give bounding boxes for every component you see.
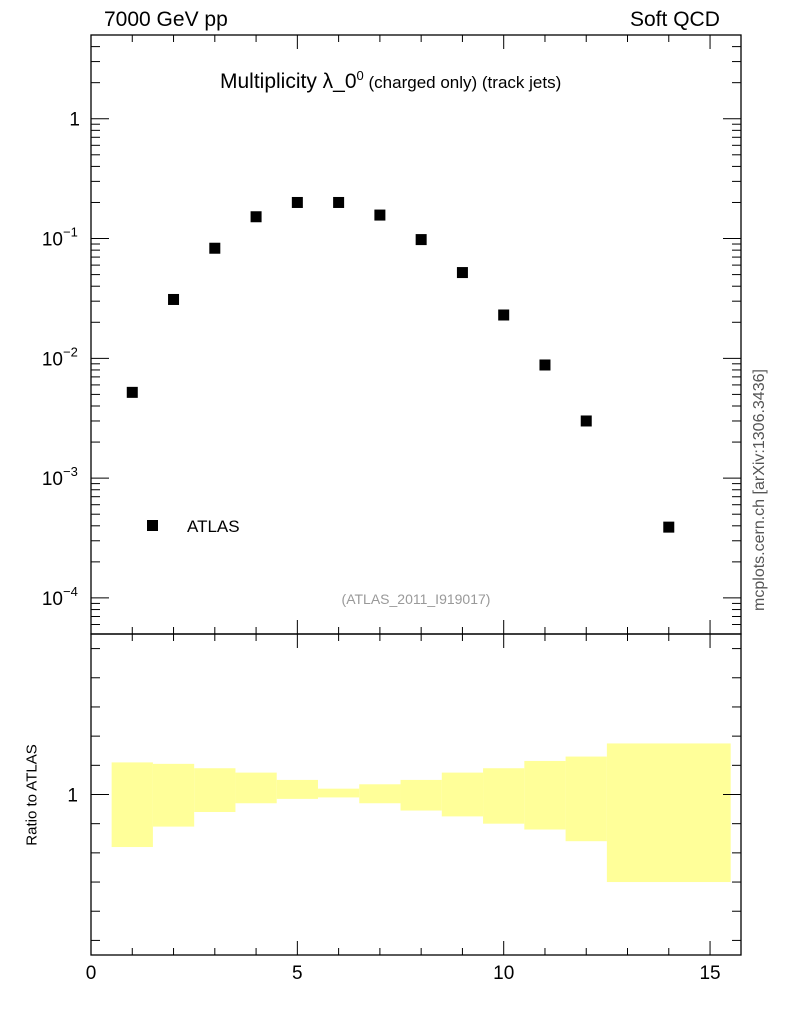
data-point xyxy=(250,211,262,223)
plot-title-sub: (charged only) (track jets) xyxy=(363,73,562,92)
data-point xyxy=(209,242,221,254)
tick-labels: 110 −110 −210 −310 −410 5 10 15 xyxy=(42,110,721,984)
ratio-band-segment xyxy=(400,779,442,811)
data-point xyxy=(498,309,510,321)
data-point xyxy=(168,293,180,305)
ratio-band-segment xyxy=(565,756,607,842)
data-point xyxy=(663,521,675,533)
y-tick-label-base: 10 xyxy=(42,349,63,370)
legend-marker xyxy=(147,520,158,531)
ratio-band-segment xyxy=(194,768,236,813)
ratio-band-segment xyxy=(524,760,566,830)
data-point xyxy=(539,359,551,371)
y-tick-label-exponent: −2 xyxy=(63,344,78,359)
legend: ATLAS xyxy=(147,517,240,536)
main-frame xyxy=(90,34,742,635)
data-point xyxy=(580,415,592,427)
analysis-label: (ATLAS_2011_I919017) xyxy=(342,591,491,607)
y-tick-label-exponent: −4 xyxy=(63,584,78,599)
x-tick-label: 5 xyxy=(292,963,303,984)
ratio-band-segment xyxy=(276,779,318,799)
plot-title-sup: 0 xyxy=(356,68,364,83)
plot-title-main: Multiplicity λ_0 xyxy=(220,70,357,93)
ratio-band-segment xyxy=(152,763,195,827)
ratio-y-tick-label: 1 xyxy=(67,786,78,807)
axes xyxy=(90,34,742,956)
data-point xyxy=(291,196,303,208)
y-tick-label: 1 xyxy=(69,110,80,131)
data-point xyxy=(415,234,427,246)
ratio-band-segment xyxy=(359,784,401,804)
legend-label: ATLAS xyxy=(187,517,240,536)
x-tick-label: 0 xyxy=(86,963,97,984)
ratio-band-segment xyxy=(483,768,525,824)
category-label: Soft QCD xyxy=(630,8,720,31)
data-point xyxy=(333,196,345,208)
data-points xyxy=(126,196,675,533)
data-point xyxy=(126,386,138,398)
plot-title: Multiplicity λ_00 (charged only) (track … xyxy=(220,68,561,94)
ratio-band-segment xyxy=(441,772,484,817)
y-tick-label-exponent: −3 xyxy=(63,464,78,479)
data-point xyxy=(456,267,468,279)
ratio-band-segment xyxy=(235,772,277,804)
y-tick-label-exponent: −1 xyxy=(63,225,78,240)
ratio-band-segment xyxy=(111,762,153,848)
y-tick-label-base: 10 xyxy=(42,589,63,610)
ratio-band xyxy=(111,743,731,883)
energy-label: 7000 GeV pp xyxy=(104,8,228,31)
data-point xyxy=(374,209,386,221)
ratio-band-segment xyxy=(606,743,731,883)
x-tick-label: 15 xyxy=(699,963,720,984)
x-tick-label: 10 xyxy=(493,963,514,984)
y-tick-label-base: 10 xyxy=(42,230,63,251)
y-tick-label-base: 10 xyxy=(42,469,63,490)
ratio-band-segment xyxy=(317,788,360,798)
